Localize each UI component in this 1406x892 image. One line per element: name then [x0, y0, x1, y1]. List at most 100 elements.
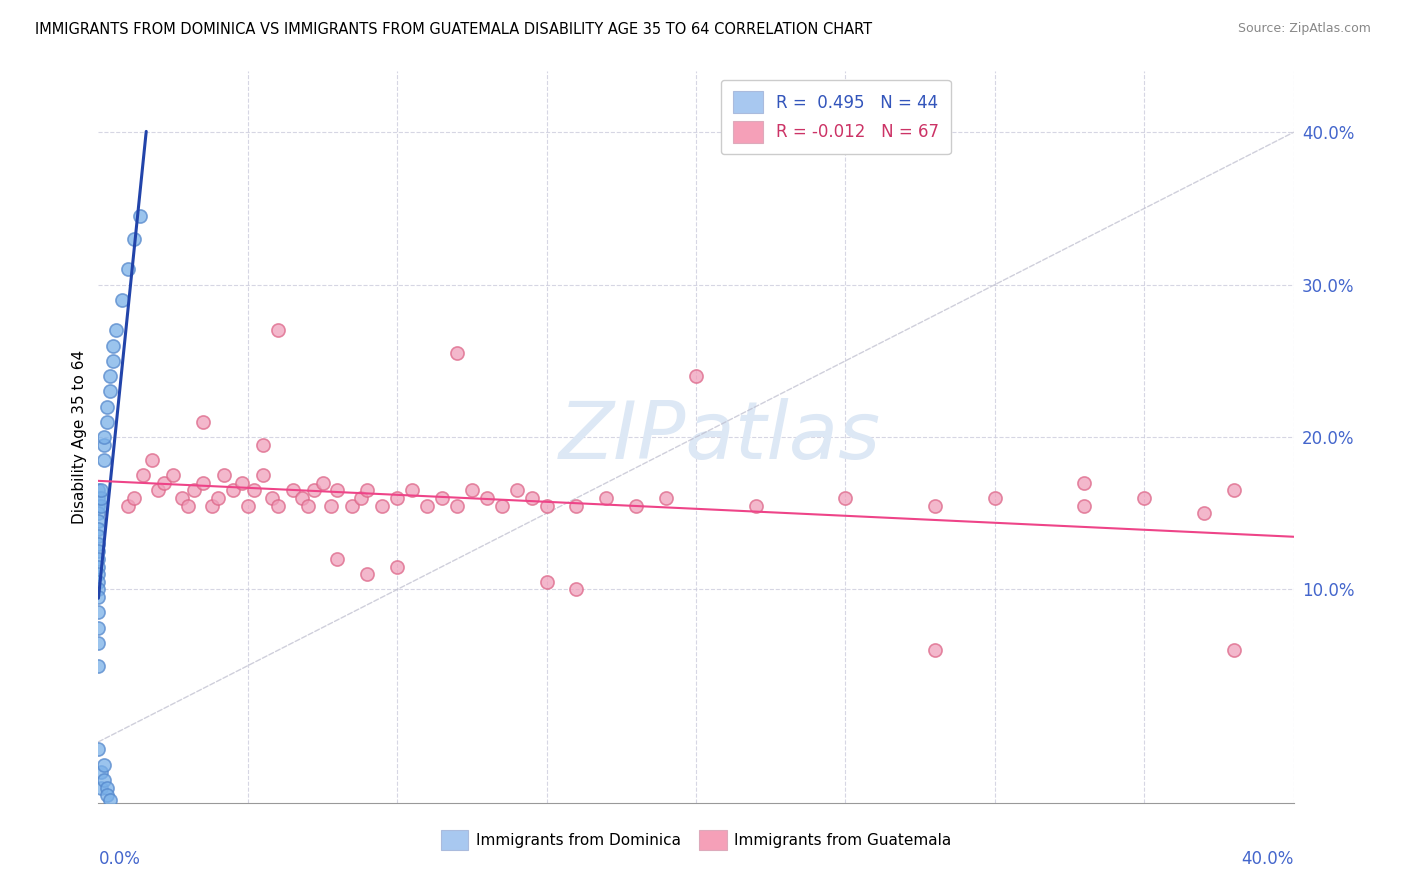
Point [745, 499, 768, 513]
Point [132, 468, 155, 483]
Point [90, 499, 112, 513]
Point [401, 483, 423, 498]
Point [129, 209, 152, 223]
Point [124, 232, 146, 246]
Text: 40.0%: 40.0% [1241, 850, 1294, 868]
Point [96, 400, 118, 414]
Point [834, 491, 856, 505]
Point [87, 574, 110, 589]
Point [111, 293, 134, 307]
Point [98, 369, 122, 384]
Point [446, 499, 468, 513]
Point [356, 567, 378, 582]
Point [222, 483, 245, 498]
Point [105, 323, 128, 337]
Point [565, 499, 588, 513]
Point [350, 491, 373, 505]
Point [252, 438, 274, 452]
Point [536, 574, 558, 589]
Point [87, 658, 110, 673]
Point [117, 499, 139, 513]
Point [984, 491, 1007, 505]
Legend: Immigrants from Dominica, Immigrants from Guatemala: Immigrants from Dominica, Immigrants fro… [433, 822, 959, 857]
Point [326, 552, 349, 566]
Point [183, 483, 205, 498]
Point [252, 468, 274, 483]
Point [87, 483, 110, 498]
Point [236, 499, 259, 513]
Point [1223, 483, 1246, 498]
Point [98, 384, 122, 399]
Point [297, 499, 319, 513]
Point [148, 483, 170, 498]
Point [96, 780, 118, 795]
Point [172, 491, 194, 505]
Point [93, 453, 115, 467]
Point [90, 483, 112, 498]
Point [231, 475, 253, 490]
Point [311, 475, 333, 490]
Point [201, 499, 224, 513]
Point [93, 757, 115, 772]
Point [321, 499, 343, 513]
Point [87, 521, 110, 535]
Point [385, 491, 409, 505]
Point [87, 514, 110, 528]
Point [87, 582, 110, 597]
Point [342, 499, 364, 513]
Point [87, 636, 110, 650]
Point [924, 643, 946, 657]
Point [685, 369, 707, 384]
Point [595, 491, 617, 505]
Point [446, 346, 468, 360]
Point [117, 262, 139, 277]
Point [87, 544, 110, 558]
Point [103, 354, 125, 368]
Point [243, 483, 266, 498]
Point [356, 483, 378, 498]
Point [207, 491, 229, 505]
Point [461, 483, 484, 498]
Point [90, 491, 112, 505]
Point [87, 529, 110, 543]
Point [93, 438, 115, 452]
Point [1223, 643, 1246, 657]
Point [87, 590, 110, 604]
Point [96, 788, 118, 802]
Y-axis label: Disability Age 35 to 64: Disability Age 35 to 64 [72, 350, 87, 524]
Point [1073, 475, 1095, 490]
Point [162, 468, 184, 483]
Point [267, 323, 290, 337]
Point [281, 483, 304, 498]
Point [87, 567, 110, 582]
Point [326, 483, 349, 498]
Text: IMMIGRANTS FROM DOMINICA VS IMMIGRANTS FROM GUATEMALA DISABILITY AGE 35 TO 64 CO: IMMIGRANTS FROM DOMINICA VS IMMIGRANTS F… [35, 22, 872, 37]
Point [475, 491, 498, 505]
Point [267, 499, 290, 513]
Point [1133, 491, 1156, 505]
Point [96, 415, 118, 429]
Point [87, 742, 110, 756]
Point [416, 499, 439, 513]
Point [291, 491, 314, 505]
Point [260, 491, 283, 505]
Point [87, 559, 110, 574]
Point [491, 499, 513, 513]
Point [302, 483, 325, 498]
Point [87, 537, 110, 551]
Point [506, 483, 529, 498]
Point [1073, 499, 1095, 513]
Text: 0.0%: 0.0% [98, 850, 141, 868]
Point [191, 415, 214, 429]
Point [924, 499, 946, 513]
Point [124, 491, 146, 505]
Point [565, 582, 588, 597]
Text: Source: ZipAtlas.com: Source: ZipAtlas.com [1237, 22, 1371, 36]
Point [87, 491, 110, 505]
Point [430, 491, 453, 505]
Point [385, 559, 409, 574]
Point [655, 491, 678, 505]
Point [191, 475, 214, 490]
Point [87, 552, 110, 566]
Point [90, 780, 112, 795]
